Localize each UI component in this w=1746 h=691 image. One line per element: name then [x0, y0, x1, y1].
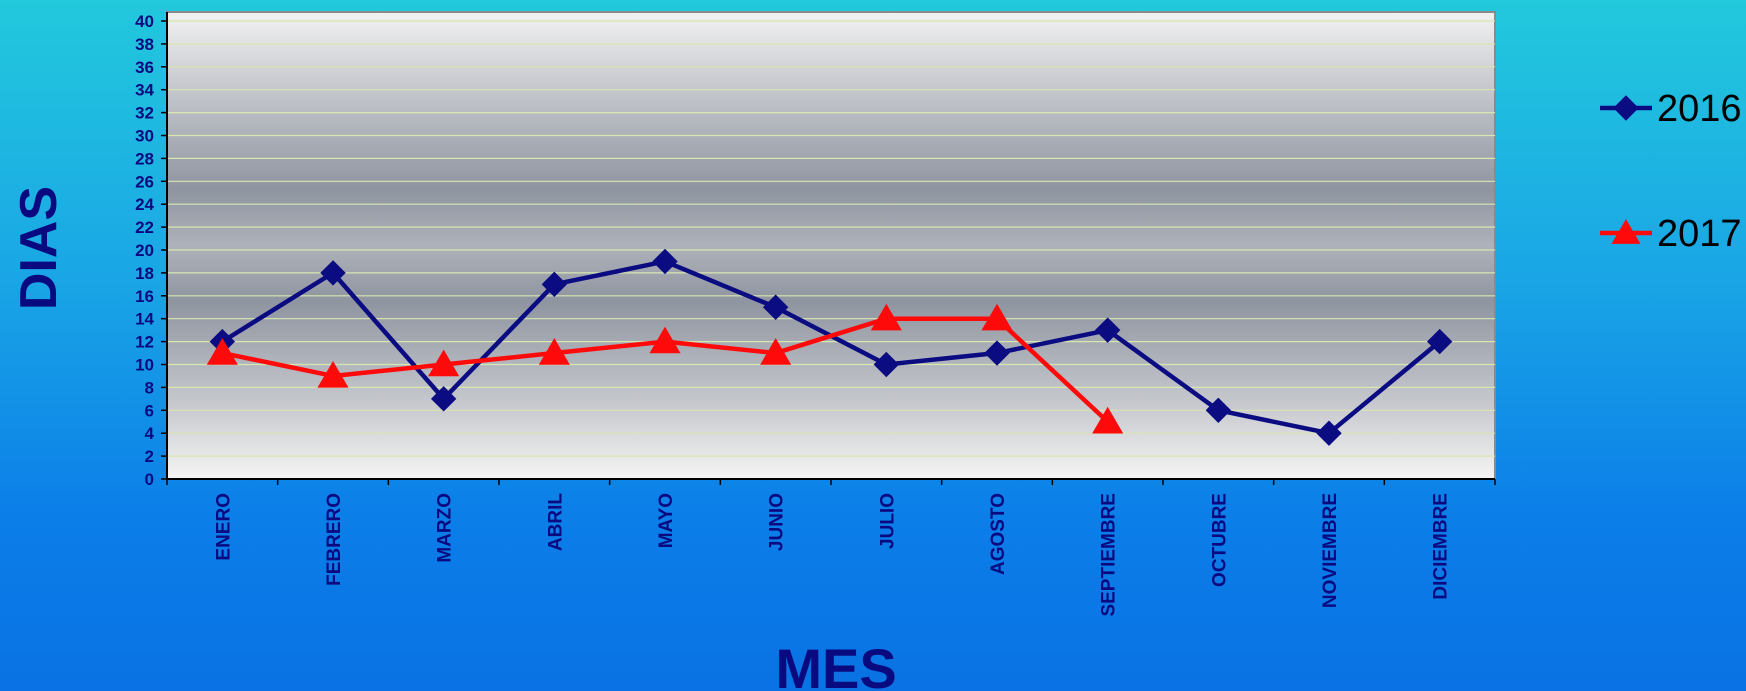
legend: 2016 2017 [1600, 88, 1742, 255]
y-tick-label: 6 [145, 401, 154, 420]
x-tick-label: ABRIL [545, 493, 566, 551]
x-axis-title: MES [775, 637, 896, 691]
data-point-2017 [649, 326, 681, 354]
data-point-2017 [428, 349, 460, 377]
legend-item-2017: 2017 [1600, 213, 1742, 255]
y-tick-label: 22 [135, 218, 154, 237]
y-tick-label: 10 [135, 356, 154, 375]
x-tick-label: ENERO [213, 493, 234, 561]
legend-marker [1611, 219, 1641, 244]
y-tick-label: 20 [135, 241, 154, 260]
y-tick-label: 16 [135, 287, 154, 306]
y-axis-title: DIAS [10, 186, 68, 310]
data-point-2016 [762, 294, 789, 320]
x-tick-label: MAYO [656, 493, 677, 548]
y-tick-label: 36 [135, 58, 154, 77]
data-point-2017 [870, 303, 902, 331]
y-tick-label: 34 [135, 81, 154, 100]
legend-label: 2016 [1657, 88, 1742, 130]
legend-item-2016: 2016 [1600, 88, 1742, 130]
y-tick-label: 12 [135, 333, 154, 352]
legend-marker [1613, 95, 1639, 121]
data-point-2016 [1426, 328, 1453, 355]
data-point-2016 [1205, 397, 1232, 424]
data-point-2016 [430, 386, 457, 412]
y-tick-label: 28 [135, 149, 154, 168]
y-tick-label: 24 [135, 195, 154, 214]
x-tick-label: NOVIEMBRE [1320, 493, 1341, 608]
series-group [206, 248, 1453, 446]
data-point-2017 [760, 338, 792, 365]
x-tick-label: FEBRERO [324, 493, 345, 586]
y-tick-label: 18 [135, 264, 154, 283]
x-tick-label: OCTUBRE [1209, 493, 1230, 587]
y-tick-label: 4 [145, 424, 155, 443]
legend-label: 2017 [1657, 213, 1742, 255]
y-tick-label: 0 [145, 470, 154, 489]
data-point-2016 [1316, 420, 1342, 446]
data-point-2016 [652, 248, 678, 275]
data-point-2017 [1092, 406, 1124, 434]
x-tick-label: JULIO [877, 493, 898, 549]
x-tick-label: MARZO [435, 493, 456, 563]
axes [166, 12, 1496, 485]
y-tick-label: 38 [135, 35, 154, 54]
x-tick-labels: ENERO FEBRERO MARZO ABRIL MAYO JUNIO JULIO AGOS… [213, 493, 1451, 617]
data-point-2017 [206, 338, 238, 365]
data-point-2016 [873, 351, 900, 378]
data-point-2016 [984, 340, 1010, 366]
y-tick-label: 14 [135, 310, 154, 329]
x-tick-label: DICIEMBRE [1431, 493, 1452, 600]
series-2017 [206, 303, 1124, 434]
y-tick-label: 8 [145, 378, 154, 397]
x-tick-label: AGOSTO [988, 493, 1009, 575]
data-point-2017 [538, 338, 570, 365]
y-tick-label: 26 [135, 172, 154, 191]
y-tick-label: 32 [135, 104, 154, 123]
data-point-2016 [320, 260, 346, 286]
y-tick-label: 30 [135, 127, 154, 146]
data-point-2017 [981, 303, 1013, 331]
x-tick-label: JUNIO [767, 493, 788, 551]
y-tick-label: 40 [135, 12, 154, 31]
data-point-2017 [317, 360, 349, 388]
x-tick-label: SEPTIEMBRE [1099, 493, 1120, 617]
gridlines [161, 20, 1495, 480]
plot-area [166, 11, 1496, 480]
y-tick-label: 2 [145, 447, 154, 466]
data-point-2016 [541, 271, 568, 298]
data-point-2016 [1094, 317, 1121, 343]
